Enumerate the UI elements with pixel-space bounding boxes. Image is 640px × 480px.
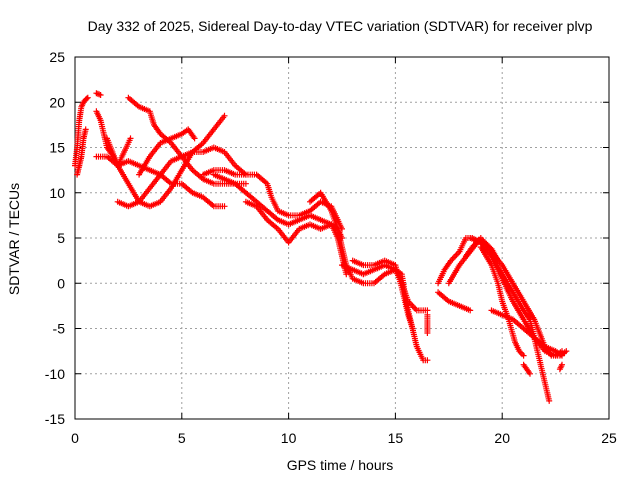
data-series-arc-1 [72, 94, 91, 169]
data-marks [349, 257, 416, 332]
y-tick-label: 5 [57, 230, 65, 246]
data-series-arc-19 [445, 235, 570, 359]
data-marks [462, 236, 501, 264]
data-series-arc-24 [556, 361, 565, 373]
data-marks [435, 289, 474, 314]
data-series-arc-18 [435, 289, 474, 314]
data-marks [125, 94, 249, 187]
data-marks [242, 198, 350, 278]
data-marks [424, 311, 431, 336]
data-series-arc-7 [114, 144, 249, 210]
x-tick-label: 0 [71, 430, 79, 446]
data-series-arc-8 [125, 94, 249, 187]
x-tick-label: 15 [388, 430, 404, 446]
data-series-arc-12 [242, 198, 350, 278]
data-layer [72, 90, 570, 404]
data-marks [114, 144, 249, 210]
data-marks [556, 361, 565, 373]
y-tick-label: 20 [49, 94, 65, 110]
data-series-arc-21 [477, 244, 527, 359]
data-series-arc-13 [307, 189, 431, 364]
data-marks [93, 90, 104, 98]
data-series-arc-25 [462, 236, 501, 264]
chart-title: Day 332 of 2025, Sidereal Day-to-day VTE… [88, 18, 593, 34]
x-tick-label: 20 [494, 430, 510, 446]
data-series-arc-10 [200, 167, 345, 232]
data-series-arc-9 [136, 126, 198, 178]
y-axis-label: SDTVAR / TECUs [6, 183, 22, 295]
x-tick-label: 5 [178, 430, 186, 446]
y-tick-label: 15 [49, 140, 65, 156]
y-tick-label: -10 [45, 366, 65, 382]
data-marks [136, 126, 198, 178]
x-tick-label: 10 [281, 430, 297, 446]
data-marks [72, 94, 91, 169]
data-series-arc-2 [74, 126, 89, 178]
data-marks [339, 262, 431, 314]
y-tick-label: -5 [53, 321, 66, 337]
tick-layer: 0 5 10 15 20 25 -15 -10 -5 0 5 10 15 20 25 [45, 49, 617, 446]
data-series-arc-22 [488, 307, 565, 359]
data-marks [74, 126, 89, 178]
y-tick-label: 0 [57, 275, 65, 291]
data-marks [488, 307, 565, 359]
data-marks [93, 153, 228, 210]
data-series-arc-15 [349, 257, 416, 332]
x-tick-label: 25 [601, 430, 617, 446]
y-tick-label: 10 [49, 185, 65, 201]
data-marks [477, 244, 527, 359]
data-series-arc-23 [520, 361, 533, 377]
y-tick-label: -15 [45, 411, 65, 427]
data-series-arc-16 [424, 311, 431, 336]
data-marks [307, 189, 431, 364]
data-series-arc-3 [93, 90, 104, 98]
data-marks [445, 235, 570, 359]
y-tick-label: 25 [49, 49, 65, 65]
data-marks [520, 361, 533, 377]
data-marks [200, 167, 345, 232]
x-axis-label: GPS time / hours [287, 457, 394, 473]
data-series-arc-5 [93, 153, 228, 210]
data-series-arc-14 [339, 262, 431, 314]
